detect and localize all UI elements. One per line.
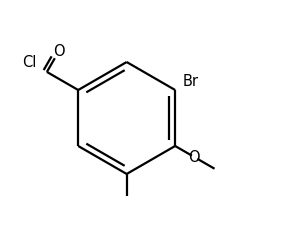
Text: Br: Br <box>182 74 198 89</box>
Text: O: O <box>53 44 64 59</box>
Text: Cl: Cl <box>22 55 37 70</box>
Text: O: O <box>188 150 200 164</box>
